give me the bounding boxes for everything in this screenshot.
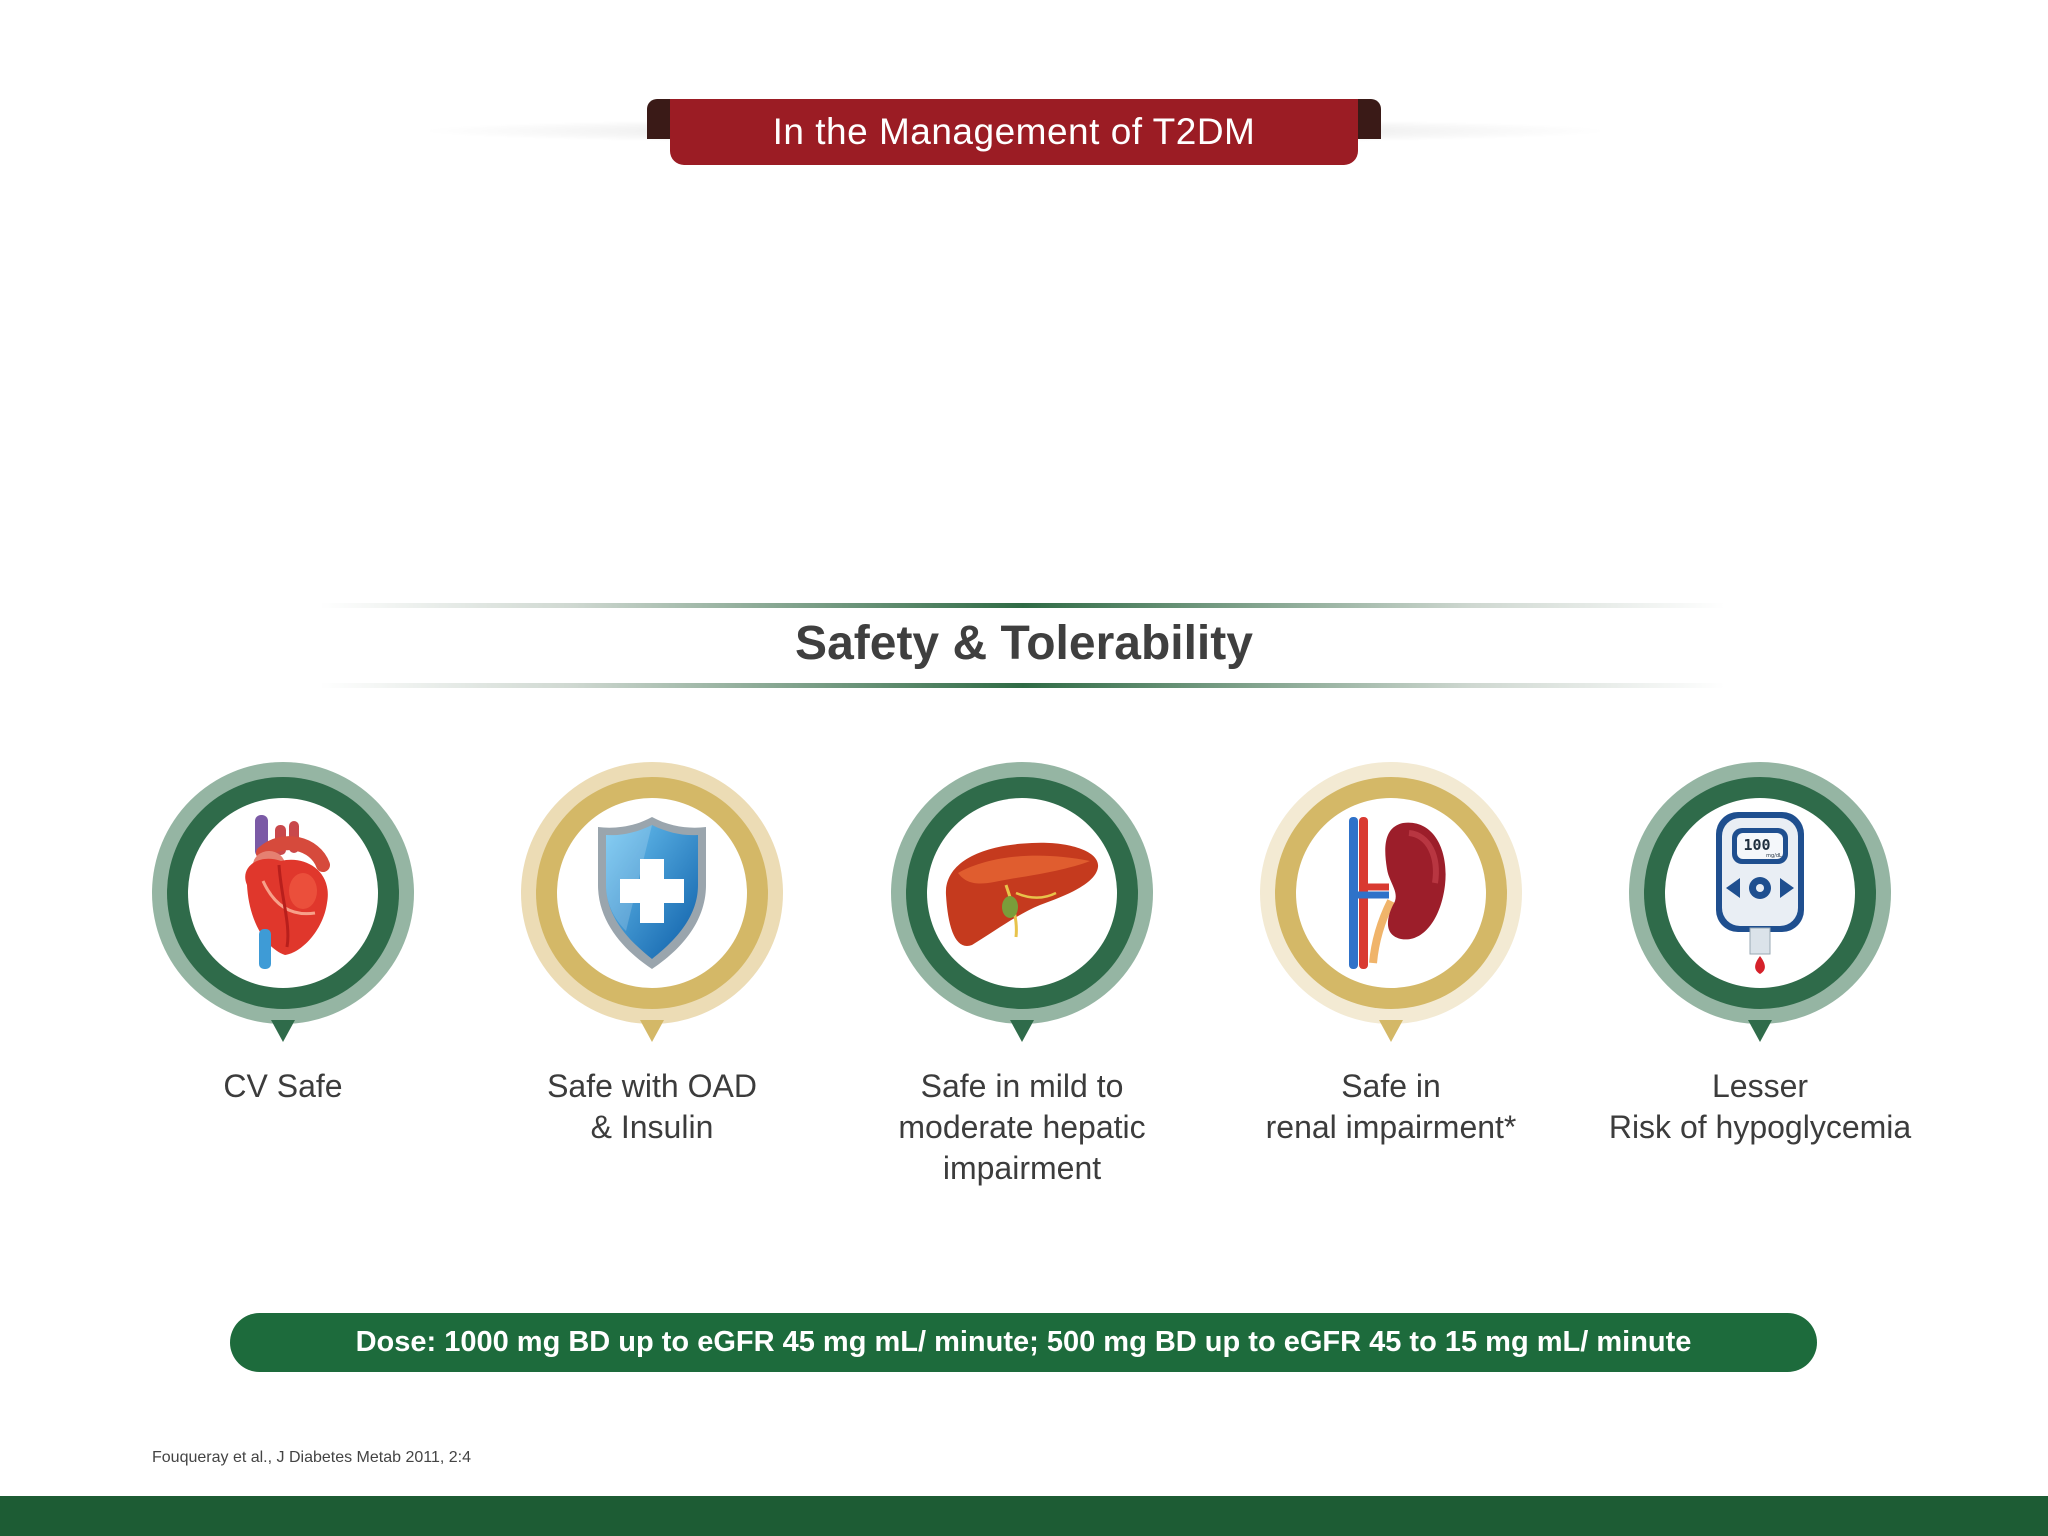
feature-badge [891, 762, 1153, 1050]
feature-label: Safe in mild to moderate hepatic impairm… [898, 1068, 1146, 1186]
feature-badge [1260, 762, 1522, 1050]
heart-icon [245, 815, 330, 969]
page-title: In the Management of T2DM [772, 111, 1256, 152]
kidney-icon [1349, 817, 1446, 969]
dose-text: Dose: 1000 mg BD up to eGFR 45 mg mL/ mi… [355, 1326, 1692, 1358]
reference-citation: Fouqueray et al., J Diabetes Metab 2011,… [152, 1449, 472, 1466]
dose-banner: Dose: 1000 mg BD up to eGFR 45 mg mL/ mi… [230, 1313, 1817, 1372]
feature-badge [152, 762, 414, 1050]
feature-label: Safe with OAD & Insulin [547, 1068, 757, 1145]
shield-plus-icon [598, 817, 706, 969]
section-rule-top [320, 603, 1725, 608]
feature-label: Safe in renal impairment* [1265, 1068, 1517, 1145]
feature-label: CV Safe [223, 1068, 343, 1104]
liver-icon [945, 842, 1099, 946]
footer-bar [0, 1496, 2048, 1536]
glucometer-icon: 100 mg/dL [1716, 812, 1804, 974]
feature-badge [521, 762, 783, 1050]
feature-label: Lesser Risk of hypoglycemia [1608, 1068, 1912, 1145]
feature-badge: 100 mg/dL [1629, 762, 1891, 1050]
glucometer-reading: 100 [1743, 836, 1770, 854]
section-rule-bottom [320, 683, 1725, 688]
section-title: Safety & Tolerability [795, 617, 1253, 670]
page-title-banner: In the Management of T2DM [670, 99, 1358, 165]
glucometer-unit: mg/dL [1766, 853, 1782, 859]
